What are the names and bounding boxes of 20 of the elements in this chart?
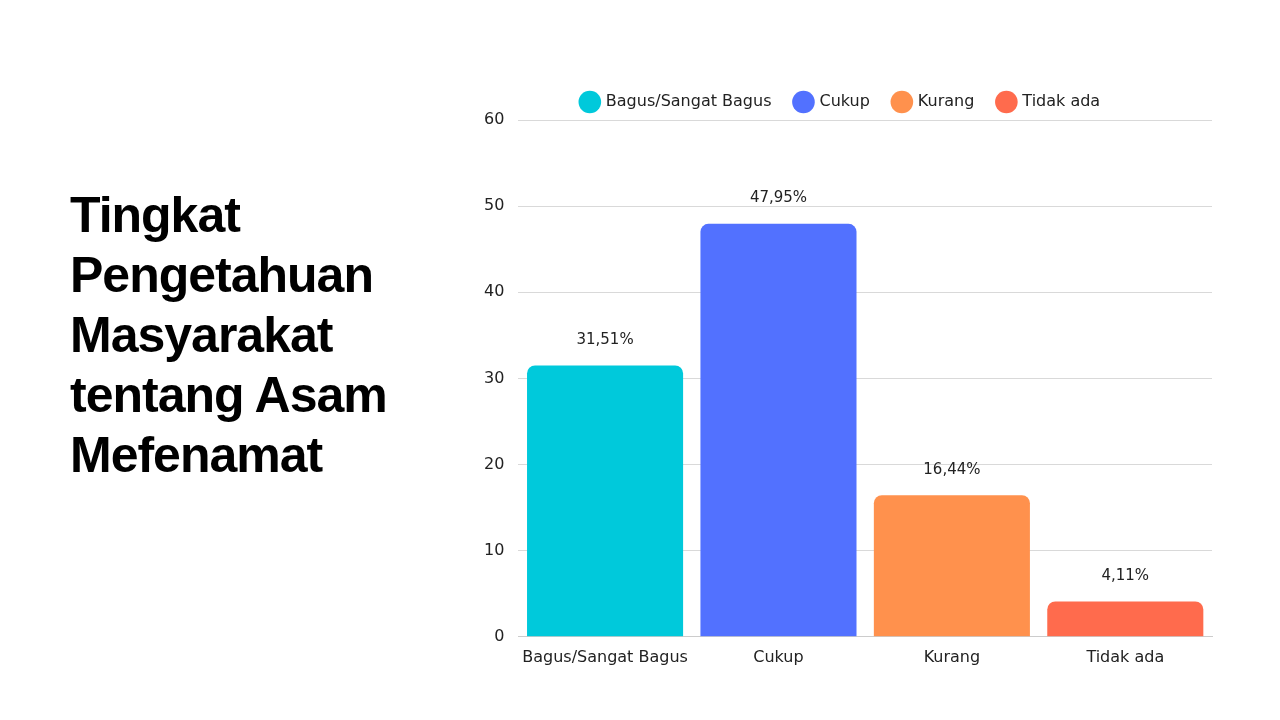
y-tick-label: 40 <box>484 281 505 301</box>
data-label: 16,44% <box>923 459 981 478</box>
y-tick-label: 30 <box>484 367 505 387</box>
legend-label: Tidak ada <box>1021 91 1101 111</box>
y-tick-label: 10 <box>484 539 505 559</box>
x-tick-label: Kurang <box>923 646 981 666</box>
y-tick-label: 0 <box>494 625 505 645</box>
y-tick-label: 50 <box>484 195 505 215</box>
x-tick-label: Tidak ada <box>1085 646 1165 666</box>
data-label: 4,11% <box>1101 565 1150 584</box>
data-label: 47,95% <box>749 188 808 207</box>
x-tick-label: Bagus/Sangat Bagus <box>522 646 688 666</box>
legend-label: Kurang <box>917 91 975 111</box>
y-tick-label: 20 <box>484 453 505 473</box>
y-tick-label: 60 <box>484 109 505 129</box>
data-label: 31,51% <box>576 329 634 348</box>
x-tick-label: Cukup <box>753 646 804 666</box>
text: Tingkat Pengetahuan Masyarakat tentang Asam Mefenamat <box>70 186 388 485</box>
legend-label: Bagus/Sangat Bagus <box>605 91 772 111</box>
legend-label: Cukup <box>819 91 870 111</box>
